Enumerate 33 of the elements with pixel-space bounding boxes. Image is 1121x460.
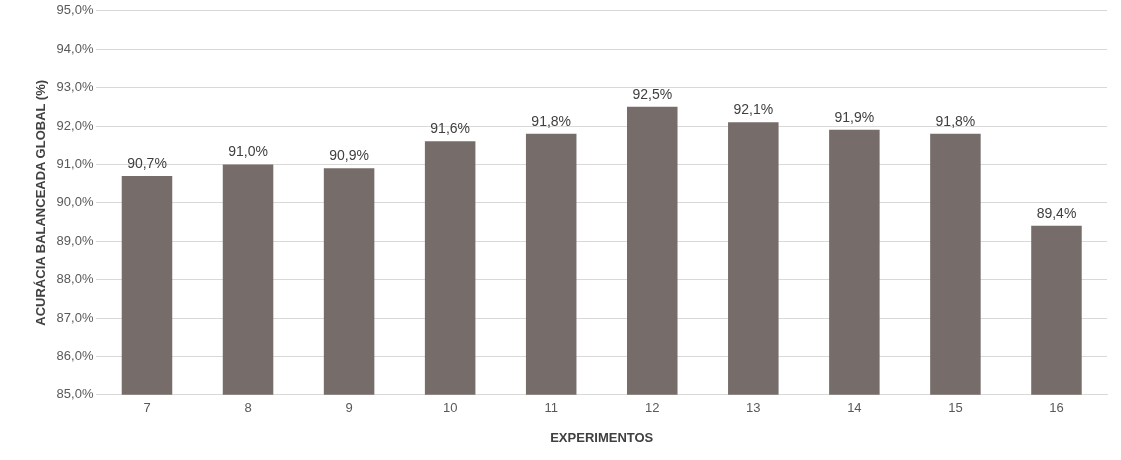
y-tick-label: 85,0% bbox=[56, 386, 94, 402]
y-axis-title: ACURÁCIA BALANCEADA GLOBAL (%) bbox=[33, 79, 49, 326]
y-tick-label: 87,0% bbox=[56, 309, 94, 325]
data-label: 92,5% bbox=[632, 85, 673, 102]
x-tick-label: 7 bbox=[143, 400, 151, 416]
y-tick-label: 93,0% bbox=[56, 79, 94, 95]
data-label: 90,9% bbox=[329, 147, 369, 164]
x-tick-label: 13 bbox=[746, 400, 761, 416]
y-tick-label: 95,0% bbox=[56, 2, 94, 18]
data-label: 90,7% bbox=[127, 154, 167, 171]
x-tick-label: 12 bbox=[645, 400, 660, 416]
data-label: 91,9% bbox=[834, 108, 875, 125]
x-tick-label: 15 bbox=[948, 400, 963, 416]
y-tick-label: 94,0% bbox=[56, 40, 94, 56]
y-tick-label: 92,0% bbox=[56, 117, 94, 133]
data-label: 92,1% bbox=[733, 101, 774, 118]
data-label: 91,8% bbox=[935, 112, 976, 129]
data-label: 91,6% bbox=[430, 120, 470, 137]
x-axis-title: EXPERIMENTOS bbox=[550, 429, 654, 445]
x-tick-label: 9 bbox=[345, 400, 353, 416]
x-tick-label: 11 bbox=[544, 400, 558, 416]
data-label: 91,0% bbox=[228, 143, 268, 160]
y-tick-label: 91,0% bbox=[56, 155, 94, 171]
x-tick-label: 10 bbox=[442, 400, 458, 416]
y-tick-label: 88,0% bbox=[56, 271, 94, 287]
y-tick-label: 86,0% bbox=[56, 347, 94, 363]
x-tick-label: 8 bbox=[244, 400, 252, 416]
y-tick-label: 89,0% bbox=[56, 232, 94, 248]
data-label: 89,4% bbox=[1036, 204, 1077, 221]
y-tick-label: 90,0% bbox=[56, 194, 94, 210]
data-label: 91,8% bbox=[531, 112, 572, 129]
x-tick-label: 16 bbox=[1049, 400, 1064, 416]
x-tick-label: 14 bbox=[847, 400, 862, 416]
